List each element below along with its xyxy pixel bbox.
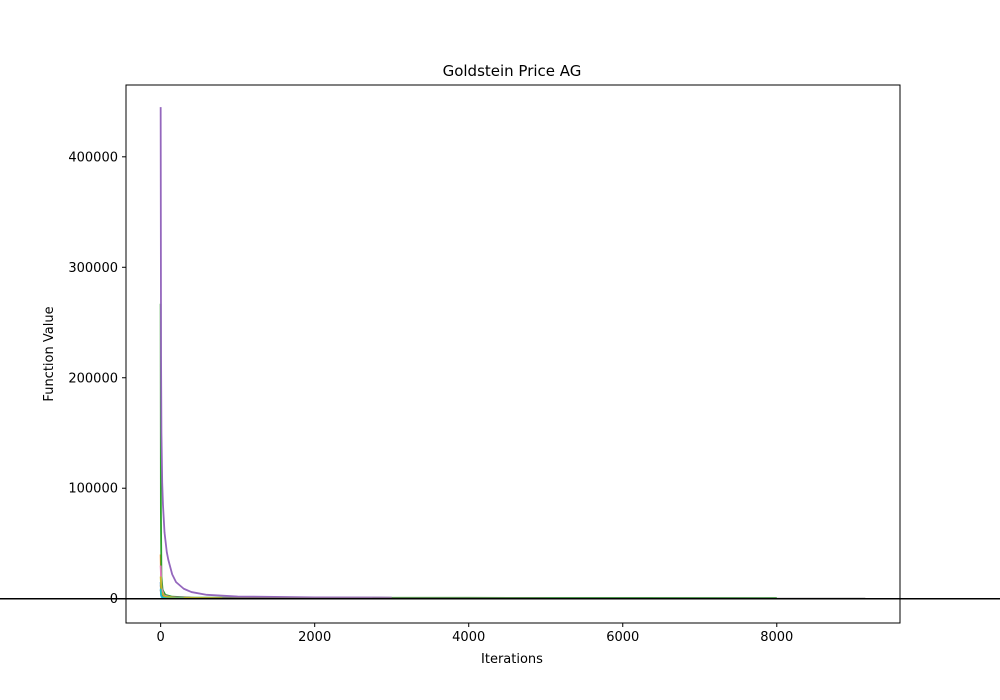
y-axis-label: Function Value — [42, 306, 57, 401]
x-axis-ticks: 0 2000 4000 6000 8000 — [157, 623, 793, 645]
y-tick-label: 0 — [110, 592, 118, 607]
x-tick-label: 6000 — [606, 630, 639, 645]
x-tick-label: 4000 — [452, 630, 485, 645]
y-tick-label: 400000 — [68, 150, 118, 165]
x-axis-label: Iterations — [481, 652, 543, 667]
x-tick-label: 8000 — [760, 630, 793, 645]
series-line-5 — [159, 107, 392, 599]
y-tick-label: 300000 — [68, 261, 118, 276]
y-tick-label: 100000 — [68, 482, 118, 497]
x-tick-label: 2000 — [298, 630, 331, 645]
y-tick-label: 200000 — [68, 371, 118, 386]
axes-frame — [125, 84, 901, 624]
y-axis-ticks: 0 100000 200000 300000 400000 — [68, 150, 126, 607]
x-tick-label: 0 — [157, 630, 165, 645]
chart-title: Goldstein Price AG — [443, 62, 582, 80]
